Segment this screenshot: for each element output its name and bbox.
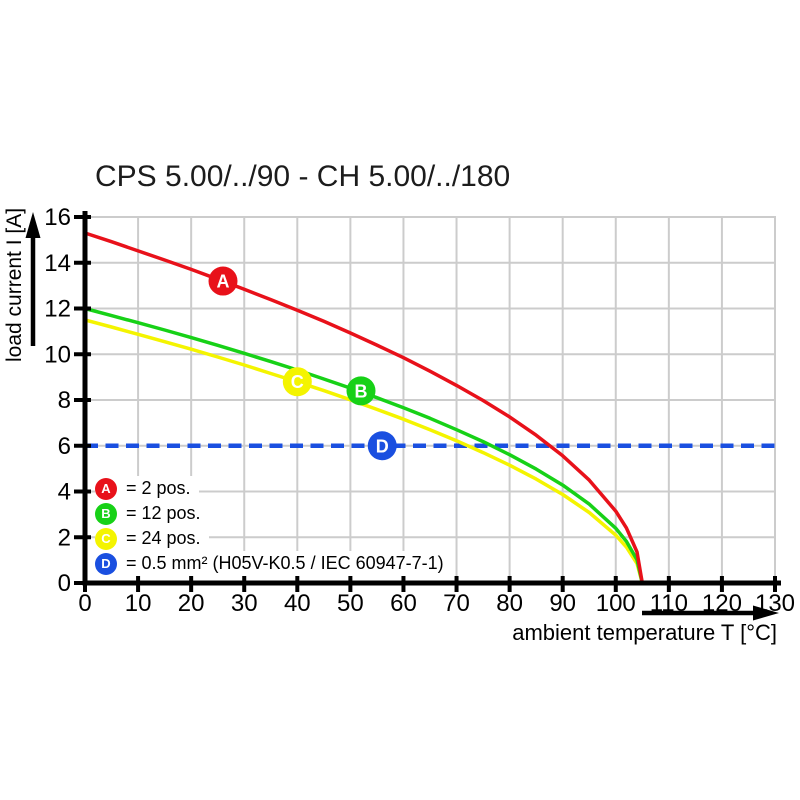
curve-marker-letter-C: C <box>291 372 304 392</box>
legend-label-C: = 24 pos. <box>126 528 201 548</box>
legend-marker-B: B <box>95 502 117 525</box>
x-axis-arrow-head <box>753 605 779 621</box>
curve-marker-letter-B: B <box>355 381 368 401</box>
y-tick-label: 4 <box>58 479 71 506</box>
curve-A <box>84 231 645 584</box>
legend-item-C: C = 24 pos. <box>95 526 209 551</box>
curve-marker-letter-A: A <box>217 272 230 292</box>
y-axis-label: load current I [A] <box>3 207 26 362</box>
x-tick-label: 30 <box>231 590 258 617</box>
curve-marker-letter-D: D <box>376 436 389 456</box>
legend-label-B: = 12 pos. <box>126 503 201 523</box>
y-tick-label: 10 <box>44 341 71 368</box>
legend-label-D: = 0.5 mm² (H05V-K0.5 / IEC 60947-7-1) <box>126 553 444 573</box>
curve-C <box>84 318 644 584</box>
legend-marker-C: C <box>95 527 117 550</box>
curve-marker-A <box>208 266 238 296</box>
x-tick-label: 10 <box>125 590 152 617</box>
legend-marker-D: D <box>95 552 117 575</box>
y-axis-arrow-head <box>25 212 41 238</box>
legend-item-B: B = 12 pos. <box>95 501 209 526</box>
y-tick-label: 6 <box>58 433 71 460</box>
y-tick-label: 0 <box>58 570 71 597</box>
curve-B <box>84 306 645 584</box>
curve-marker-C <box>282 367 312 397</box>
curve-marker-D <box>367 431 397 461</box>
x-tick-label: 70 <box>443 590 470 617</box>
x-tick-label: 40 <box>284 590 311 617</box>
legend-item-D: D = 0.5 mm² (H05V-K0.5 / IEC 60947-7-1) <box>95 551 452 576</box>
legend-marker-A: A <box>95 477 117 500</box>
legend-label-A: = 2 pos. <box>126 478 191 498</box>
y-tick-label: 14 <box>44 250 71 277</box>
y-tick-label: 2 <box>58 524 71 551</box>
x-tick-label: 100 <box>596 590 636 617</box>
y-tick-label: 8 <box>58 387 71 414</box>
x-tick-label: 20 <box>178 590 205 617</box>
legend-item-A: A = 2 pos. <box>95 476 199 501</box>
x-tick-label: 50 <box>337 590 364 617</box>
y-tick-label: 12 <box>44 296 71 323</box>
curve-marker-B <box>346 376 376 406</box>
x-tick-label: 90 <box>549 590 576 617</box>
y-tick-label: 16 <box>44 204 71 231</box>
x-tick-label: 0 <box>78 590 91 617</box>
x-axis-label: ambient temperature T [°C] <box>512 620 777 645</box>
x-tick-label: 80 <box>496 590 523 617</box>
legend: A = 2 pos. B = 12 pos. C = 24 pos. D = 0.5 mm² … <box>95 476 452 576</box>
chart-title: CPS 5.00/../90 - CH 5.00/../180 <box>95 160 511 193</box>
x-tick-label: 60 <box>390 590 417 617</box>
